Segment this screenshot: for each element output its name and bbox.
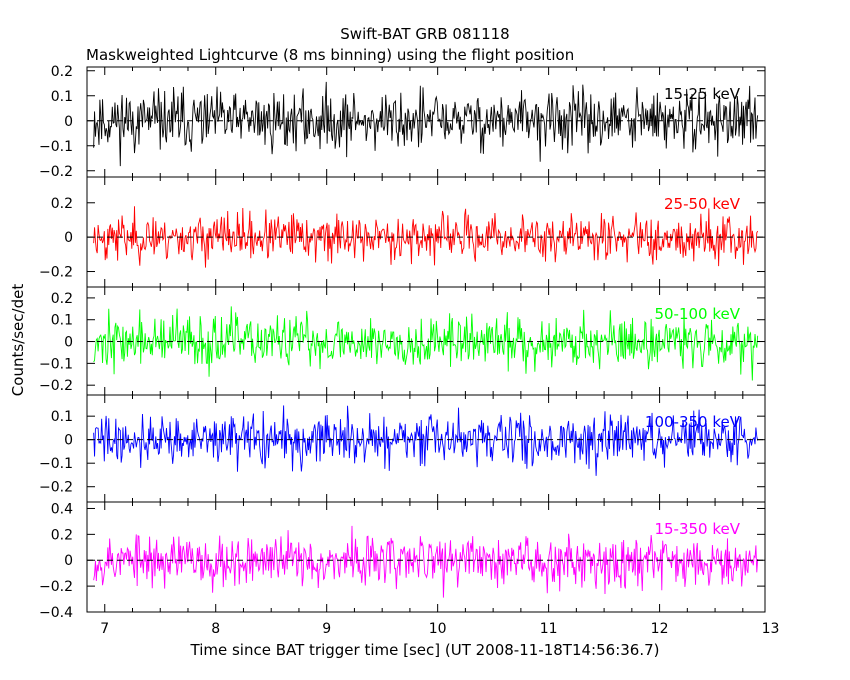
x-tick-label-3: 10 <box>429 621 447 637</box>
x-axis: 7 8 9 10 11 12 13 <box>100 621 779 637</box>
y-tick-label-0-1: −0.1 <box>39 139 73 155</box>
y-tick-label-0-3: 0.1 <box>51 89 73 105</box>
energy-band-label-3: 100-350 keV <box>645 413 741 431</box>
x-tick-label-0: 7 <box>100 621 109 637</box>
x-tick-label-1: 8 <box>211 621 220 637</box>
x-tick-label-5: 12 <box>651 621 669 637</box>
y-tick-label-3-0: −0.2 <box>39 480 73 496</box>
energy-band-label-1: 25-50 keV <box>664 195 741 213</box>
panel-frame-4 <box>86 501 766 613</box>
y-axis-label: Counts/sec/det <box>9 284 27 397</box>
series-line-4 <box>93 525 759 598</box>
panel-1: −0.2 0 0.2 25-50 keV <box>39 176 766 288</box>
x-axis-label: Time since BAT trigger time [sec] (UT 20… <box>190 641 660 659</box>
y-tick-label-4-0: −0.4 <box>39 605 73 621</box>
y-tick-label-0-4: 0.2 <box>51 64 73 80</box>
y-tick-label-4-2: 0 <box>64 553 73 569</box>
y-tick-label-1-2: 0.2 <box>51 196 73 212</box>
panel-3: −0.2 −0.1 0 0.1 100-350 keV <box>39 394 766 503</box>
y-tick-label-2-2: 0 <box>64 335 73 351</box>
x-tick-label-6: 13 <box>762 621 780 637</box>
y-tick-label-2-0: −0.2 <box>39 378 73 394</box>
series-line-1 <box>93 206 759 268</box>
chart-subtitle: Maskweighted Lightcurve (8 ms binning) u… <box>86 46 574 64</box>
energy-band-label-4: 15-350 keV <box>654 520 740 538</box>
energy-band-label-2: 50-100 keV <box>654 305 740 323</box>
y-tick-label-3-3: 0.1 <box>51 409 73 425</box>
y-tick-label-4-1: −0.2 <box>39 579 73 595</box>
y-tick-label-4-4: 0.4 <box>51 501 73 517</box>
y-tick-label-0-2: 0 <box>64 114 73 130</box>
y-tick-label-2-1: −0.1 <box>39 356 73 372</box>
y-tick-label-4-3: 0.2 <box>51 527 73 543</box>
x-tick-label-2: 9 <box>322 621 331 637</box>
series-line-0 <box>93 81 759 167</box>
y-tick-label-0-0: −0.2 <box>39 164 73 180</box>
y-tick-label-3-1: −0.1 <box>39 456 73 472</box>
y-tick-label-2-3: 0.1 <box>51 313 73 329</box>
series-line-3 <box>93 405 759 476</box>
panel-4: −0.4 −0.2 0 0.2 0.4 15-350 keV <box>39 501 766 621</box>
chart-title: Swift-BAT GRB 081118 <box>340 25 509 43</box>
y-tick-label-1-0: −0.2 <box>39 265 73 281</box>
panel-0: −0.2 −0.1 0 0.1 0.2 15-25 keV <box>39 64 766 180</box>
panels: −0.2 −0.1 0 0.1 0.2 15-25 keV −0.2 0 0.2 25-50 ke… <box>39 64 766 621</box>
y-tick-label-1-1: 0 <box>64 230 73 246</box>
y-tick-label-2-4: 0.2 <box>51 291 73 307</box>
energy-band-label-0: 15-25 keV <box>664 85 741 103</box>
y-tick-label-3-2: 0 <box>64 433 73 449</box>
x-tick-label-4: 11 <box>540 621 558 637</box>
series-line-2 <box>93 306 759 381</box>
